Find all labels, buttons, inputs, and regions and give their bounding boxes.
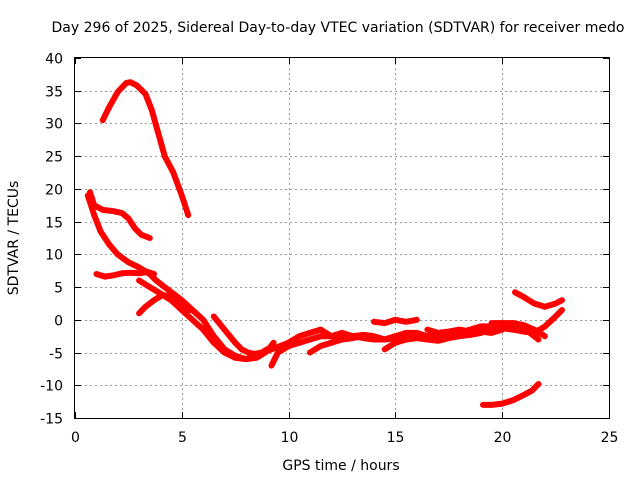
y-tick-label: 20 xyxy=(45,183,63,199)
x-axis-label: GPS time / hours xyxy=(282,458,399,474)
y-tick-label: 10 xyxy=(45,248,63,264)
y-tick-label: 0 xyxy=(54,314,63,330)
y-tick-label: -15 xyxy=(40,412,63,428)
data-series xyxy=(84,79,565,408)
x-tick-label: 20 xyxy=(494,430,512,446)
y-tick-label: -5 xyxy=(49,347,63,363)
series-line-track-4 xyxy=(93,269,157,280)
series-line-track-11 xyxy=(371,316,420,327)
x-tick-label: 25 xyxy=(601,430,619,446)
series-line-track-10 xyxy=(307,333,399,356)
series-line-track-2 xyxy=(87,189,153,241)
series-line-track-1 xyxy=(99,79,192,219)
x-tick-label: 5 xyxy=(178,430,187,446)
y-tick-label: 35 xyxy=(45,85,63,101)
chart-title: Day 296 of 2025, Sidereal Day-to-day VTE… xyxy=(52,20,625,36)
series-line-track-13 xyxy=(424,307,565,336)
plot-frame xyxy=(74,57,610,419)
y-tick-label: 40 xyxy=(45,52,63,68)
y-tick-label: -10 xyxy=(40,379,63,395)
series-line-track-12 xyxy=(381,320,548,353)
series-line-track-16 xyxy=(480,381,542,408)
series-line-track-14 xyxy=(488,320,542,343)
x-tick-label: 0 xyxy=(71,430,80,446)
y-tick-label: 25 xyxy=(45,150,63,166)
y-tick-label: 30 xyxy=(45,117,63,133)
y-tick-label: 5 xyxy=(54,281,63,297)
x-tick-label: 10 xyxy=(281,430,299,446)
grid-lines xyxy=(75,58,609,418)
series-line-track-6 xyxy=(136,291,194,317)
series-line-track-15 xyxy=(512,289,565,310)
y-axis-label: SDTVAR / TECUs xyxy=(6,181,22,296)
x-tick-label: 15 xyxy=(387,430,405,446)
y-tick-label: 15 xyxy=(45,216,63,232)
axis-ticks: 0 5 10 15 20 25 -15 -10 -5 0 5 10 15 20 25 30 35 40 xyxy=(40,52,618,447)
